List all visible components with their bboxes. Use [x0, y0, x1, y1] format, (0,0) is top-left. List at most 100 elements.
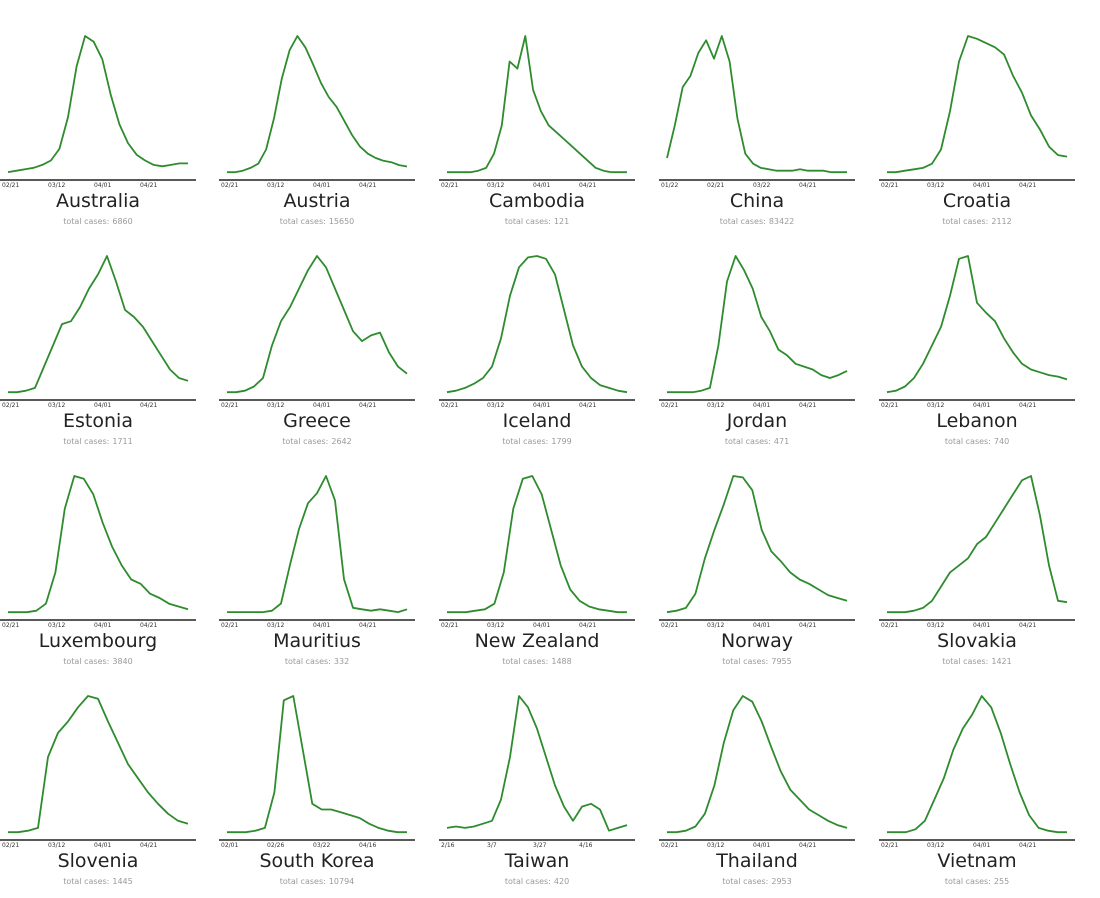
tick-label: 04/01 [313, 622, 330, 629]
tick-label: 02/21 [2, 622, 19, 629]
total-cases-value: 2953 [771, 877, 792, 886]
tick-label: 04/21 [140, 622, 157, 629]
tick-label: 04/01 [973, 182, 990, 189]
tick-label: 04/01 [94, 622, 111, 629]
series-line [886, 255, 1068, 394]
tick-label: 04/16 [359, 842, 376, 849]
chart-svg: 02/21 03/12 04/01 04/21 [0, 35, 196, 189]
total-cases-label: total cases: [279, 877, 326, 886]
chart-svg: 02/21 03/12 04/01 04/21 [879, 475, 1075, 629]
country-title: Norway [720, 630, 794, 652]
country-title: Thailand [716, 850, 798, 872]
total-cases-value: 1445 [112, 877, 133, 886]
series-line [666, 35, 847, 174]
country-title: Croatia [942, 190, 1012, 212]
total-cases-label: total cases: [284, 657, 331, 666]
tick-label: 02/01 [221, 842, 238, 849]
total-cases-value: 420 [553, 877, 570, 886]
total-cases: total cases: 1711 [0, 437, 196, 446]
tick-label: 04/01 [973, 842, 990, 849]
total-cases: total cases: 7955 [659, 657, 855, 666]
tick-label: 02/21 [441, 622, 458, 629]
chart-panel: 02/21 03/12 04/01 04/21 Luxembourg total case… [0, 440, 220, 666]
chart-panel: 02/21 03/12 04/01 04/21 Croatia total cases: 2… [879, 0, 1099, 226]
tick-label: 4/16 [579, 842, 593, 849]
total-cases: total cases: 121 [439, 217, 635, 226]
tick-label: 03/12 [48, 402, 65, 409]
total-cases: total cases: 255 [879, 877, 1075, 886]
total-cases: total cases: 3840 [0, 657, 196, 666]
total-cases-label: total cases: [63, 657, 110, 666]
series-line [8, 475, 189, 614]
tick-label: 02/21 [221, 402, 238, 409]
tick-label: 03/12 [927, 402, 944, 409]
tick-label: 04/21 [140, 402, 157, 409]
chart-panel: 02/21 03/12 04/01 04/21 Greece total cases: 26… [219, 220, 439, 446]
chart-panel: 02/01 02/26 03/22 04/16 South Korea total cas… [219, 660, 439, 886]
series-line [7, 35, 188, 173]
chart-svg: 02/21 03/12 04/01 04/21 [659, 255, 855, 409]
total-cases: total cases: 1488 [439, 657, 635, 666]
country-title: Slovenia [57, 850, 139, 872]
total-cases-value: 255 [993, 877, 1010, 886]
tick-label: 04/21 [579, 622, 596, 629]
total-cases-value: 1799 [551, 437, 572, 446]
series-line [227, 35, 408, 174]
series-line [446, 695, 628, 832]
total-cases: total cases: 420 [439, 877, 635, 886]
country-title: Taiwan [504, 850, 570, 872]
country-title: Australia [55, 190, 141, 212]
tick-label: 2/16 [441, 842, 455, 849]
tick-label: 04/01 [753, 622, 770, 629]
tick-label: 04/01 [533, 182, 550, 189]
chart-panel: 01/22 02/21 03/22 04/21 China total cases: 834… [659, 0, 879, 226]
tick-label: 02/26 [267, 842, 284, 849]
tick-label: 01/22 [661, 182, 678, 189]
chart-panel: 02/21 03/12 04/01 04/21 Australia total cases… [0, 0, 220, 226]
series-line [887, 695, 1067, 834]
chart-svg: 02/21 03/12 04/01 04/21 [659, 695, 855, 849]
tick-label: 02/21 [661, 622, 678, 629]
tick-label: 04/21 [359, 622, 376, 629]
tick-label: 3/27 [533, 842, 547, 849]
tick-label: 04/21 [1019, 402, 1036, 409]
total-cases: total cases: 740 [879, 437, 1075, 446]
tick-label: 02/21 [441, 402, 458, 409]
tick-label: 02/21 [2, 402, 19, 409]
chart-panel: 02/21 03/12 04/01 04/21 Norway total cases: 79… [659, 440, 879, 666]
total-cases-label: total cases: [722, 877, 769, 886]
tick-label: 04/01 [94, 842, 111, 849]
chart-panel: 02/21 03/12 04/01 04/21 Austria total cases: 1… [219, 0, 439, 226]
total-cases-label: total cases: [502, 437, 549, 446]
total-cases-value: 1711 [112, 437, 133, 446]
chart-svg: 02/21 03/12 04/01 04/21 [879, 695, 1075, 849]
series-line [8, 695, 189, 834]
chart-svg: 02/21 03/12 04/01 04/21 [439, 35, 635, 189]
chart-svg: 02/21 03/12 04/01 04/21 [219, 35, 415, 189]
tick-label: 02/21 [221, 182, 238, 189]
tick-label: 03/12 [927, 182, 944, 189]
total-cases-value: 332 [333, 657, 350, 666]
total-cases-label: total cases: [282, 437, 329, 446]
country-title: Greece [283, 410, 351, 432]
tick-label: 04/21 [359, 402, 376, 409]
tick-label: 04/21 [799, 622, 816, 629]
chart-panel: 02/21 03/12 04/01 04/21 Estonia total cases: 1… [0, 220, 220, 446]
tick-label: 03/22 [313, 842, 330, 849]
country-title: Estonia [63, 410, 133, 432]
series-line [887, 475, 1068, 614]
tick-label: 04/21 [140, 842, 157, 849]
total-cases-value: 6860 [112, 217, 133, 226]
total-cases: total cases: 83422 [659, 217, 855, 226]
total-cases-label: total cases: [942, 217, 989, 226]
total-cases-value: 1421 [991, 657, 1012, 666]
tick-label: 04/01 [973, 622, 990, 629]
tick-label: 04/21 [1019, 842, 1036, 849]
total-cases-label: total cases: [504, 217, 551, 226]
chart-panel: 02/21 03/12 04/01 04/21 Thailand total cases:… [659, 660, 879, 886]
tick-label: 02/21 [881, 842, 898, 849]
tick-label: 03/12 [487, 402, 504, 409]
chart-svg: 02/21 03/12 04/01 04/21 [879, 255, 1075, 409]
tick-label: 02/21 [661, 842, 678, 849]
tick-label: 03/12 [267, 182, 284, 189]
